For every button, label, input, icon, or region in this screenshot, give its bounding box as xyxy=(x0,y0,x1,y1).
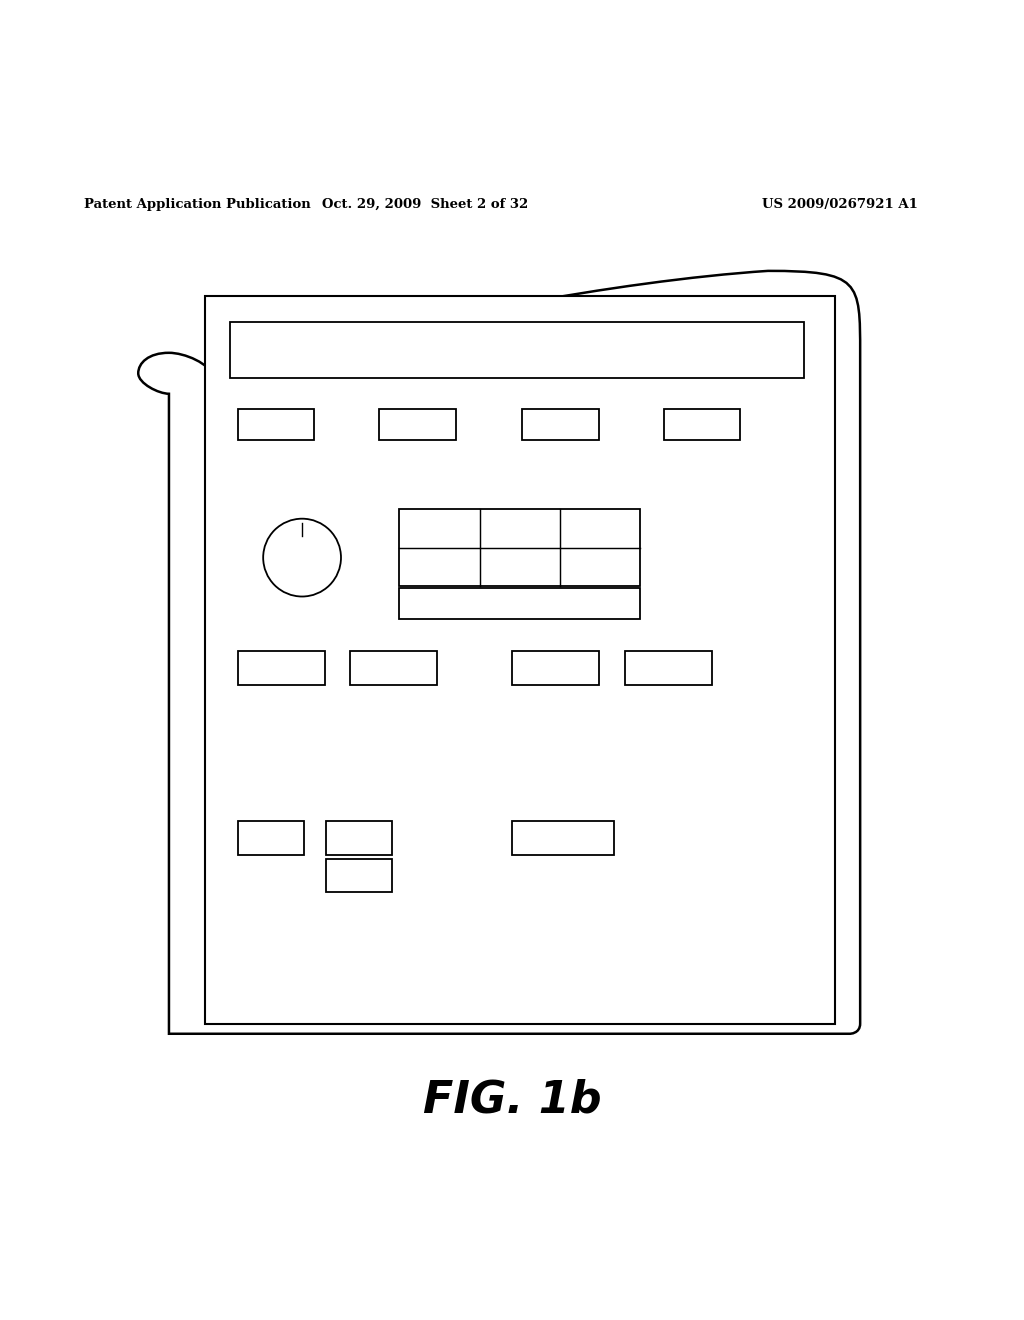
Bar xyxy=(230,322,804,379)
PathPatch shape xyxy=(138,271,860,1034)
Bar xyxy=(664,409,740,440)
Bar xyxy=(326,858,392,892)
Bar xyxy=(399,589,640,619)
Bar xyxy=(625,651,712,685)
Text: US 2009/0267921 A1: US 2009/0267921 A1 xyxy=(762,198,918,211)
Circle shape xyxy=(263,519,341,597)
Bar xyxy=(522,409,599,440)
Bar xyxy=(350,651,437,685)
Bar xyxy=(205,297,835,1023)
Bar xyxy=(238,409,314,440)
Bar xyxy=(399,510,640,586)
Bar xyxy=(379,409,456,440)
Bar xyxy=(238,821,304,854)
Text: Patent Application Publication: Patent Application Publication xyxy=(84,198,310,211)
Text: Oct. 29, 2009  Sheet 2 of 32: Oct. 29, 2009 Sheet 2 of 32 xyxy=(322,198,528,211)
Bar xyxy=(512,651,599,685)
Bar xyxy=(238,651,325,685)
Bar xyxy=(512,821,614,854)
Bar xyxy=(326,821,392,854)
Text: FIG. 1b: FIG. 1b xyxy=(423,1078,601,1122)
